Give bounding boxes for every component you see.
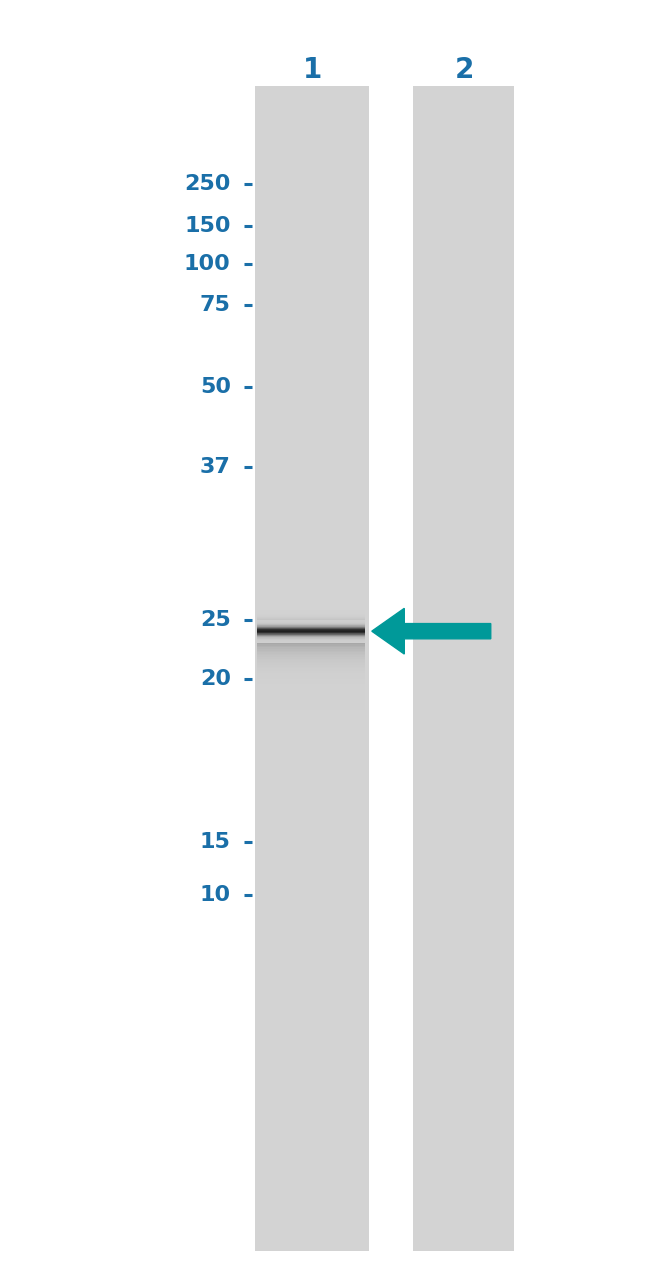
Bar: [257, 657, 365, 659]
Text: 50: 50: [200, 377, 231, 398]
Bar: [257, 679, 365, 681]
Bar: [257, 696, 365, 697]
Bar: [257, 685, 365, 686]
Bar: [257, 687, 365, 690]
Bar: [257, 654, 365, 655]
Text: 37: 37: [200, 457, 231, 478]
Bar: [257, 669, 365, 672]
Bar: [257, 681, 365, 682]
Bar: [257, 712, 365, 715]
Bar: [257, 650, 365, 653]
Text: 150: 150: [184, 216, 231, 236]
Bar: [257, 649, 365, 650]
Bar: [257, 648, 365, 649]
Text: 20: 20: [200, 669, 231, 690]
Bar: [257, 672, 365, 673]
FancyArrow shape: [372, 608, 491, 654]
Bar: [257, 693, 365, 696]
Text: 2: 2: [455, 56, 474, 84]
Bar: [257, 709, 365, 710]
Bar: [413, 86, 514, 1251]
Bar: [257, 690, 365, 691]
Text: 100: 100: [184, 254, 231, 274]
Bar: [257, 721, 365, 723]
Bar: [257, 715, 365, 716]
Bar: [257, 676, 365, 678]
Bar: [255, 86, 369, 1251]
Text: 25: 25: [200, 610, 231, 630]
Text: 250: 250: [185, 174, 231, 194]
Bar: [257, 700, 365, 702]
Bar: [257, 646, 365, 648]
Bar: [257, 655, 365, 657]
Bar: [257, 682, 365, 685]
Bar: [257, 716, 365, 718]
Bar: [257, 673, 365, 674]
Bar: [257, 692, 365, 693]
Bar: [257, 660, 365, 662]
Text: 1: 1: [302, 56, 322, 84]
Bar: [257, 663, 365, 665]
Bar: [257, 659, 365, 660]
Bar: [257, 644, 365, 646]
Bar: [257, 719, 365, 721]
Bar: [257, 662, 365, 663]
Bar: [257, 678, 365, 679]
Text: 10: 10: [200, 885, 231, 906]
Bar: [257, 697, 365, 698]
Bar: [257, 718, 365, 719]
Bar: [257, 704, 365, 705]
Bar: [257, 668, 365, 669]
Bar: [257, 702, 365, 704]
Bar: [257, 698, 365, 700]
Text: 75: 75: [200, 295, 231, 315]
Bar: [257, 665, 365, 667]
Bar: [257, 653, 365, 654]
Bar: [257, 674, 365, 676]
Bar: [257, 643, 365, 644]
Text: 15: 15: [200, 832, 231, 852]
Bar: [257, 705, 365, 706]
Bar: [257, 691, 365, 692]
Bar: [257, 710, 365, 711]
Bar: [257, 706, 365, 709]
Bar: [257, 686, 365, 687]
Bar: [257, 667, 365, 668]
Bar: [257, 711, 365, 712]
